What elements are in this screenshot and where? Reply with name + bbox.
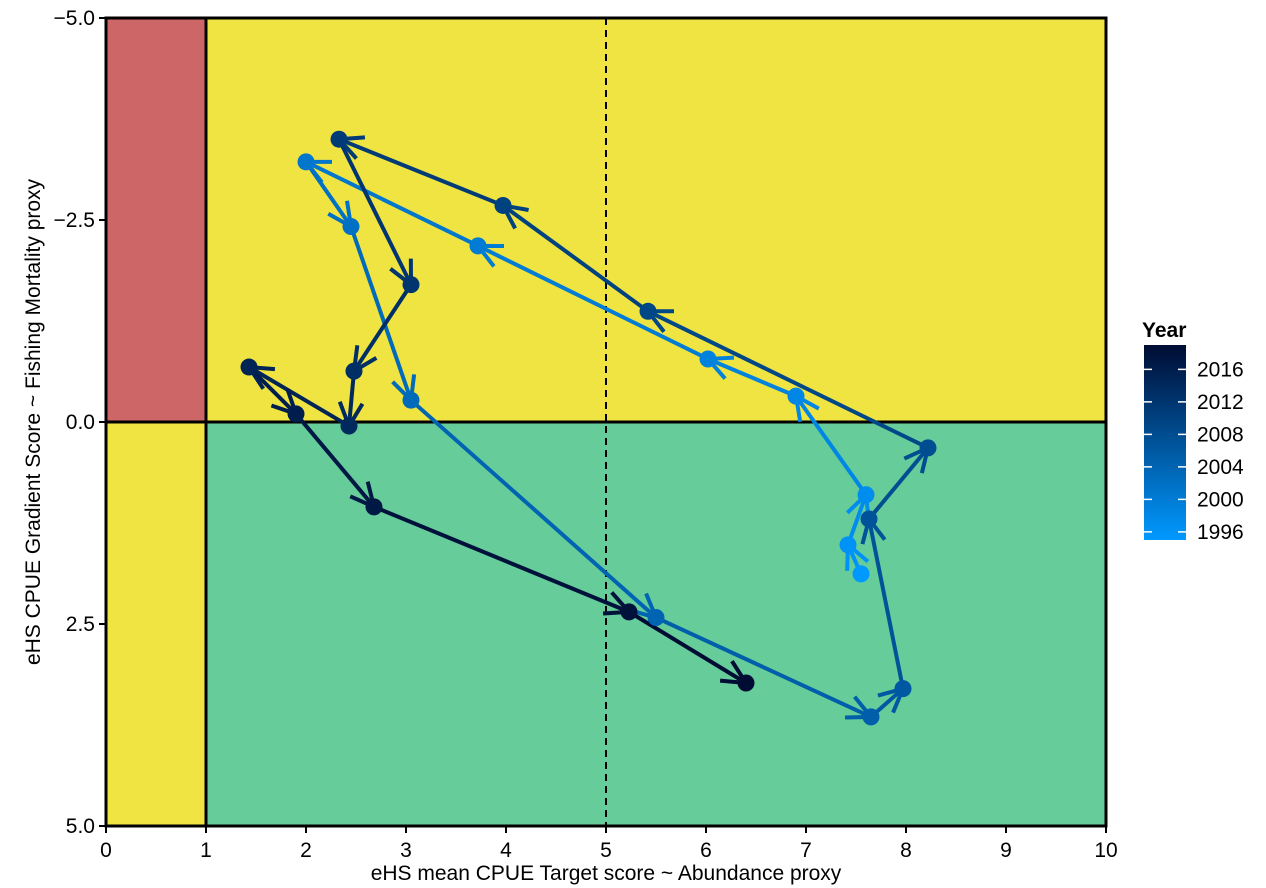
y-axis: −5.0 −2.5 0.0 2.5 5.0 <box>54 7 106 838</box>
y-tick-label-0: 0.0 <box>66 411 95 434</box>
y-tick-label--2.5: −2.5 <box>54 209 95 232</box>
reference-lines <box>106 18 1106 826</box>
x-tick-label-10: 10 <box>1094 839 1117 862</box>
point-2014 <box>340 417 358 435</box>
point-2004 <box>647 609 665 627</box>
legend-label-2012: 2012 <box>1197 391 1244 414</box>
x-axis: 0 1 2 3 4 5 6 7 8 9 10 <box>100 826 1118 862</box>
x-tick-label-0: 0 <box>100 839 112 862</box>
point-1996 <box>839 536 857 554</box>
point-2015 <box>240 358 258 376</box>
x-axis-title: eHS mean CPUE Target score ~ Abundance p… <box>371 862 842 885</box>
x-tick-label-3: 3 <box>400 839 412 862</box>
x-tick-label-6: 6 <box>700 839 712 862</box>
x-tick-label-1: 1 <box>200 839 212 862</box>
point-2008 <box>919 439 937 457</box>
point-2007 <box>860 510 878 528</box>
x-tick-label-2: 2 <box>300 839 312 862</box>
legend-ticks: 2016 2012 2008 2004 2000 1996 <box>1144 358 1244 544</box>
point-2012 <box>402 276 420 294</box>
point-1999 <box>699 350 717 368</box>
legend-label-2016: 2016 <box>1197 358 1244 381</box>
point-2000 <box>469 237 487 255</box>
point-2011 <box>330 130 348 148</box>
legend-title: Year <box>1142 319 1186 342</box>
point-2016 <box>287 405 305 423</box>
x-tick-label-5: 5 <box>600 839 612 862</box>
point-2017 <box>365 498 383 516</box>
point-1998 <box>787 387 805 405</box>
legend-colorbar <box>1144 345 1186 540</box>
point-2019 <box>737 674 755 692</box>
point-1995 <box>852 565 870 583</box>
region-1 <box>106 422 206 826</box>
x-tick-label-4: 4 <box>500 839 512 862</box>
x-tick-label-7: 7 <box>800 839 812 862</box>
legend-label-2000: 2000 <box>1197 488 1244 511</box>
color-legend: Year 2016 2012 2008 2004 2000 1996 <box>1142 319 1244 544</box>
y-tick-label-2.5: 2.5 <box>66 613 95 636</box>
legend-label-2004: 2004 <box>1197 456 1244 479</box>
point-2010 <box>494 196 512 214</box>
x-tick-label-8: 8 <box>900 839 912 862</box>
y-tick-label-5: 5.0 <box>66 815 95 838</box>
y-tick-label--5: −5.0 <box>54 7 95 30</box>
point-2002 <box>342 217 360 235</box>
region-0 <box>106 18 206 422</box>
point-2001 <box>297 153 315 171</box>
y-axis-title: eHS CPUE Gradient Score ~ Fishing Mortal… <box>22 178 45 665</box>
point-2013 <box>345 362 363 380</box>
point-1997 <box>857 486 875 504</box>
point-2018 <box>620 603 638 621</box>
point-2006 <box>894 680 912 698</box>
legend-label-2008: 2008 <box>1197 423 1244 446</box>
point-2003 <box>402 391 420 409</box>
point-2009 <box>639 302 657 320</box>
legend-label-1996: 1996 <box>1197 521 1244 544</box>
point-2005 <box>862 708 880 726</box>
x-tick-label-9: 9 <box>1000 839 1012 862</box>
trajectory-series <box>240 130 937 726</box>
